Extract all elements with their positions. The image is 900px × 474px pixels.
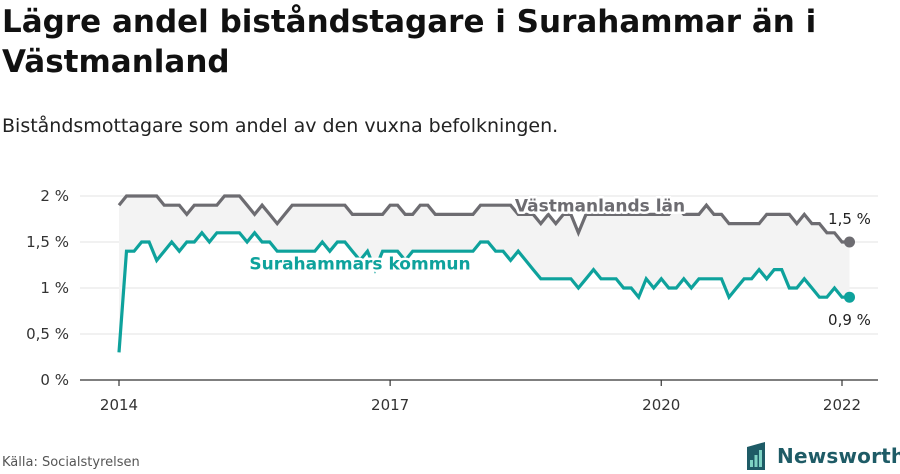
y-tick-label: 0,5 %: [26, 325, 69, 343]
y-tick-label: 0 %: [40, 371, 69, 389]
brand-name: Newsworthy: [777, 444, 900, 468]
end-dot-surahammar: [844, 291, 856, 303]
x-tick-label: 2020: [642, 396, 680, 414]
x-tick-label: 2017: [371, 396, 409, 414]
source-note: Källa: Socialstyrelsen: [2, 455, 140, 470]
end-label-vastmanland: 1,5 %: [828, 210, 871, 228]
y-tick-label: 2 %: [40, 187, 69, 205]
series-label-surahammar: Surahammars kommun: [249, 255, 470, 275]
y-tick-label: 1 %: [40, 279, 69, 297]
brand: Newsworthy: [745, 440, 900, 472]
y-tick-label: 1,5 %: [26, 233, 69, 251]
series-line-vastmanland: [117, 194, 850, 244]
chart-title: Lägre andel biståndstagare i Surahammar …: [2, 4, 817, 80]
x-tick-label: 2022: [823, 396, 861, 414]
chart-subtitle: Biståndsmottagare som andel av den vuxna…: [2, 115, 559, 137]
difference-band: [119, 196, 850, 353]
end-label-surahammar: 0,9 %: [828, 311, 871, 329]
end-dot-vastmanland: [844, 236, 856, 248]
series-line-surahammar: [117, 230, 850, 353]
x-tick-label: 2014: [100, 396, 138, 414]
newsworthy-logo-icon: [747, 442, 765, 470]
series-label-vastmanland: Västmanlands län: [515, 197, 685, 217]
